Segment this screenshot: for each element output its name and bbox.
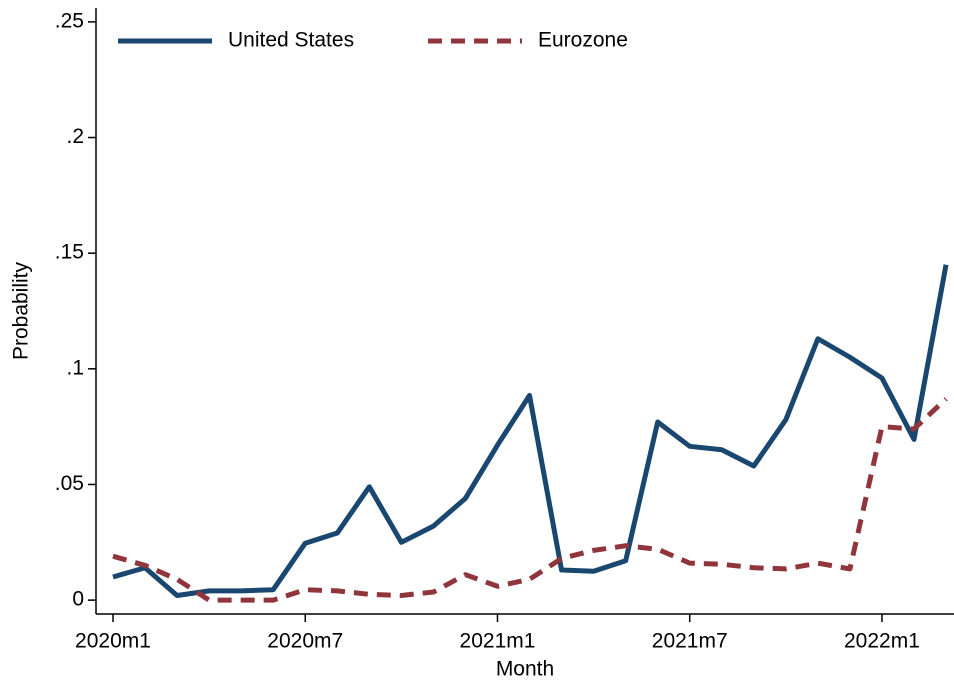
x-tick-label: 2021m1 (460, 630, 536, 653)
line (112, 397, 948, 603)
y-axis-title: Probability (10, 261, 33, 360)
legend-label: Eurozone (538, 29, 628, 52)
x-axis-title: Month (496, 658, 554, 681)
x-tick-label: 2020m7 (267, 630, 343, 653)
x-tick-label: 2022m1 (844, 630, 920, 653)
y-tick-label: .1 (66, 356, 84, 379)
y-tick-label: .2 (66, 125, 84, 148)
y-tick-label: .25 (55, 9, 84, 32)
y-tick-label: 0 (72, 588, 84, 611)
x-tick-label: 2021m7 (652, 630, 728, 653)
legend-label: United States (228, 29, 354, 52)
y-tick-label: .05 (55, 472, 84, 495)
line (112, 264, 949, 598)
x-tick-label: 2020m1 (75, 630, 151, 653)
y-tick-label: .15 (55, 241, 84, 264)
